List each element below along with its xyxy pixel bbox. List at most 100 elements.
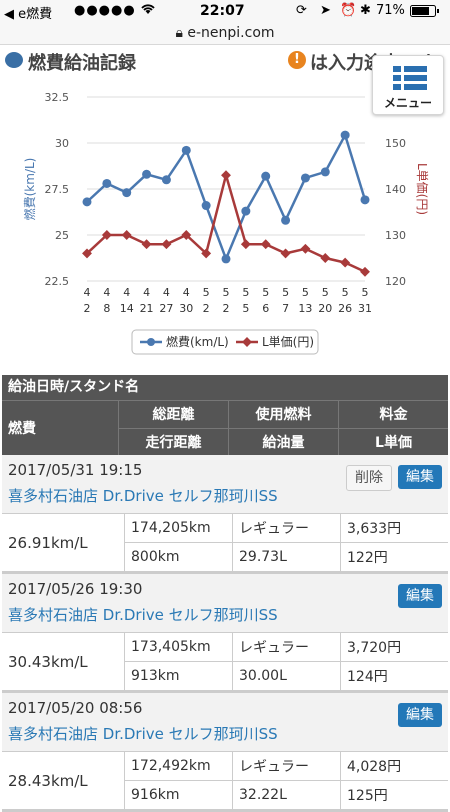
record-unit-price: 124円 [341, 661, 448, 690]
lock-icon: 🔒︎ [175, 25, 188, 41]
y-left-axis-title: 燃費(km/L) [22, 158, 37, 221]
economy-point [122, 188, 132, 198]
wifi-icon [140, 3, 156, 19]
x-tick-label-month: 4 [183, 286, 190, 299]
record-datetime: 2017/05/26 19:30 [8, 580, 143, 598]
unit-price-point [181, 230, 192, 240]
status-bar: ◀ e燃費 ●●●●● 22:07 ⟳ ➤ ⏰ ✱ 71% [0, 0, 450, 22]
x-tick-label-month: 5 [302, 286, 309, 299]
economy-point [340, 130, 350, 140]
header-datetime-station: 給油日時/スタンド名 [2, 375, 448, 400]
unit-price-point [320, 253, 331, 263]
x-tick-label-month: 4 [103, 286, 110, 299]
economy-point [181, 145, 191, 155]
edit-button[interactable]: 編集 [398, 584, 442, 608]
record-price: 3,720円 [347, 640, 402, 656]
car-icon [5, 52, 23, 68]
header-price: 料金 [379, 407, 408, 424]
record-station-link[interactable]: 喜多村石油店 Dr.Drive セルフ那珂川SS [8, 725, 278, 743]
legend-price-label: L単価(円) [262, 335, 314, 349]
unit-price-point [260, 239, 271, 250]
x-tick-label-month: 5 [322, 286, 329, 299]
menu-label: メニュー [383, 96, 432, 110]
y-right-tick-label: 120 [385, 275, 406, 288]
x-tick-label-day: 26 [338, 302, 352, 315]
edit-button[interactable]: 編集 [398, 703, 442, 727]
battery-percent: 71% [376, 3, 405, 18]
url-text: e-nenpi.com [187, 25, 275, 41]
unit-price-point [280, 248, 291, 259]
unit-price-point [141, 239, 152, 250]
clock: 22:07 [200, 3, 245, 19]
economy-point [241, 206, 251, 216]
record-datetime: 2017/05/31 19:15 [8, 461, 143, 479]
record-fuel-amount: 30.00L [233, 661, 340, 690]
record-row: 2017/05/26 19:30 喜多村石油店 Dr.Drive セルフ那珂川S… [2, 574, 448, 693]
x-tick-label-day: 7 [282, 302, 289, 315]
x-tick-label-day: 27 [159, 302, 173, 315]
record-fuel-type: レギュラー [239, 521, 309, 537]
record-fuel-type: レギュラー [239, 759, 309, 775]
x-tick-label-day: 13 [298, 302, 312, 315]
unit-price-point [340, 257, 351, 268]
menu-button[interactable]: メニュー [372, 55, 444, 115]
economy-point [201, 201, 211, 211]
unit-price-point [201, 248, 212, 259]
record-row: 2017/05/31 19:15 喜多村石油店 Dr.Drive セルフ那珂川S… [2, 455, 448, 574]
record-fuel-amount: 32.22L [233, 780, 340, 809]
y-right-axis-title: L単価(円) [415, 163, 429, 215]
unit-price-point [300, 243, 311, 254]
delete-button[interactable]: 削除 [346, 465, 392, 491]
x-tick-label-month: 4 [143, 286, 150, 299]
x-tick-label-day: 20 [318, 302, 332, 315]
record-price: 3,633円 [347, 521, 402, 537]
record-row: 2017/05/20 08:56 喜多村石油店 Dr.Drive セルフ那珂川S… [2, 693, 448, 812]
x-tick-label-month: 5 [342, 286, 349, 299]
orientation-lock-icon: ⟳ [296, 3, 307, 18]
record-trip-distance: 916km [125, 780, 232, 809]
header-trip-distance: 走行距離 [119, 427, 228, 456]
unit-price-point [221, 170, 231, 181]
unit-price-point [161, 239, 172, 250]
legend-price-marker [242, 337, 252, 347]
record-datetime: 2017/05/20 08:56 [8, 699, 143, 717]
record-station-link[interactable]: 喜多村石油店 Dr.Drive セルフ那珂川SS [8, 487, 278, 505]
url-bar[interactable]: 🔒︎ e-nenpi.com [0, 22, 450, 45]
record-total-distance: 174,205km [131, 520, 211, 536]
x-tick-label-day: 2 [223, 302, 230, 315]
x-tick-label-month: 5 [242, 286, 249, 299]
location-icon: ➤ [320, 3, 331, 18]
edit-button[interactable]: 編集 [398, 465, 442, 489]
unit-price-point [101, 230, 112, 240]
page-title: 燃費給油記録 [28, 53, 136, 74]
unit-price-point [240, 239, 251, 250]
economy-point [82, 197, 92, 207]
info-icon: ! [288, 51, 306, 69]
economy-point [360, 195, 370, 205]
y-right-tick-label: 130 [385, 229, 406, 242]
record-trip-distance: 800km [125, 542, 232, 571]
menu-list-icon [393, 66, 427, 90]
x-tick-label-day: 31 [358, 302, 372, 315]
y-right-tick-label: 150 [385, 137, 406, 150]
x-tick-label-day: 6 [262, 302, 269, 315]
record-fuel-type: レギュラー [239, 640, 309, 656]
record-economy: 26.91km/L [2, 514, 125, 571]
x-tick-label-day: 21 [140, 302, 154, 315]
y-left-tick-label: 32.5 [45, 91, 70, 104]
x-tick-label-day: 30 [179, 302, 193, 315]
economy-point [221, 254, 231, 264]
economy-point [320, 167, 330, 177]
back-to-app-link[interactable]: ◀ e燃費 [4, 7, 53, 22]
x-tick-label-month: 4 [123, 286, 130, 299]
record-economy: 28.43km/L [2, 752, 125, 809]
unit-price-point [82, 248, 92, 259]
economy-point [161, 175, 171, 185]
record-total-distance: 172,492km [131, 758, 211, 774]
record-station-link[interactable]: 喜多村石油店 Dr.Drive セルフ那珂川SS [8, 606, 278, 624]
x-tick-label-month: 5 [203, 286, 210, 299]
x-tick-label-month: 5 [362, 286, 369, 299]
y-left-tick-label: 27.5 [45, 183, 70, 196]
header-unit-price: L単価 [339, 427, 448, 456]
